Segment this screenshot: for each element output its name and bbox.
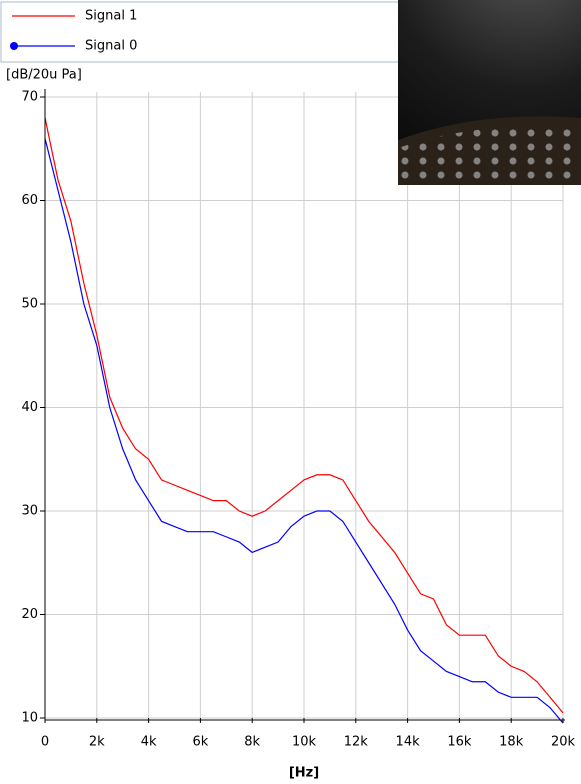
x-tick-label: 0 <box>41 735 49 750</box>
x-tick-label: 10k <box>292 735 317 750</box>
x-axis-label: [Hz] <box>289 766 319 781</box>
y-tick-label: 50 <box>21 297 38 312</box>
y-tick-label: 10 <box>21 711 38 726</box>
legend: Signal 1 Signal 0 <box>1 2 399 62</box>
x-tick-label: 20k <box>551 735 576 750</box>
y-tick-label: 30 <box>21 504 38 519</box>
photo <box>398 0 581 185</box>
chart: 10 20 30 40 50 60 70 0 2k 4k 6k 8k 10k 12k 14k 16k 18k 20… <box>0 0 581 784</box>
grid <box>45 92 563 718</box>
x-tick-label: 6k <box>192 735 208 750</box>
legend-label: Signal 0 <box>85 39 137 54</box>
x-tick-label: 8k <box>244 735 260 750</box>
y-tick-label: 60 <box>21 193 38 208</box>
legend-box <box>1 2 399 62</box>
x-tick-label: 4k <box>141 735 157 750</box>
legend-marker <box>10 42 18 50</box>
y-tick-label: 20 <box>21 607 38 622</box>
x-tick-label: 16k <box>447 735 472 750</box>
y-tick-label: 40 <box>21 400 38 415</box>
x-tick-label: 12k <box>344 735 369 750</box>
x-tick-label: 2k <box>89 735 105 750</box>
legend-label: Signal 1 <box>85 9 137 24</box>
x-tick-label: 14k <box>396 735 421 750</box>
y-tick-label: 70 <box>21 90 38 105</box>
axes: 10 20 30 40 50 60 70 0 2k 4k 6k 8k 10k 12k 14k 16k 18k 20… <box>21 89 575 750</box>
x-tick-label: 18k <box>499 735 524 750</box>
y-axis-label: [dB/20u Pa] <box>6 68 82 83</box>
